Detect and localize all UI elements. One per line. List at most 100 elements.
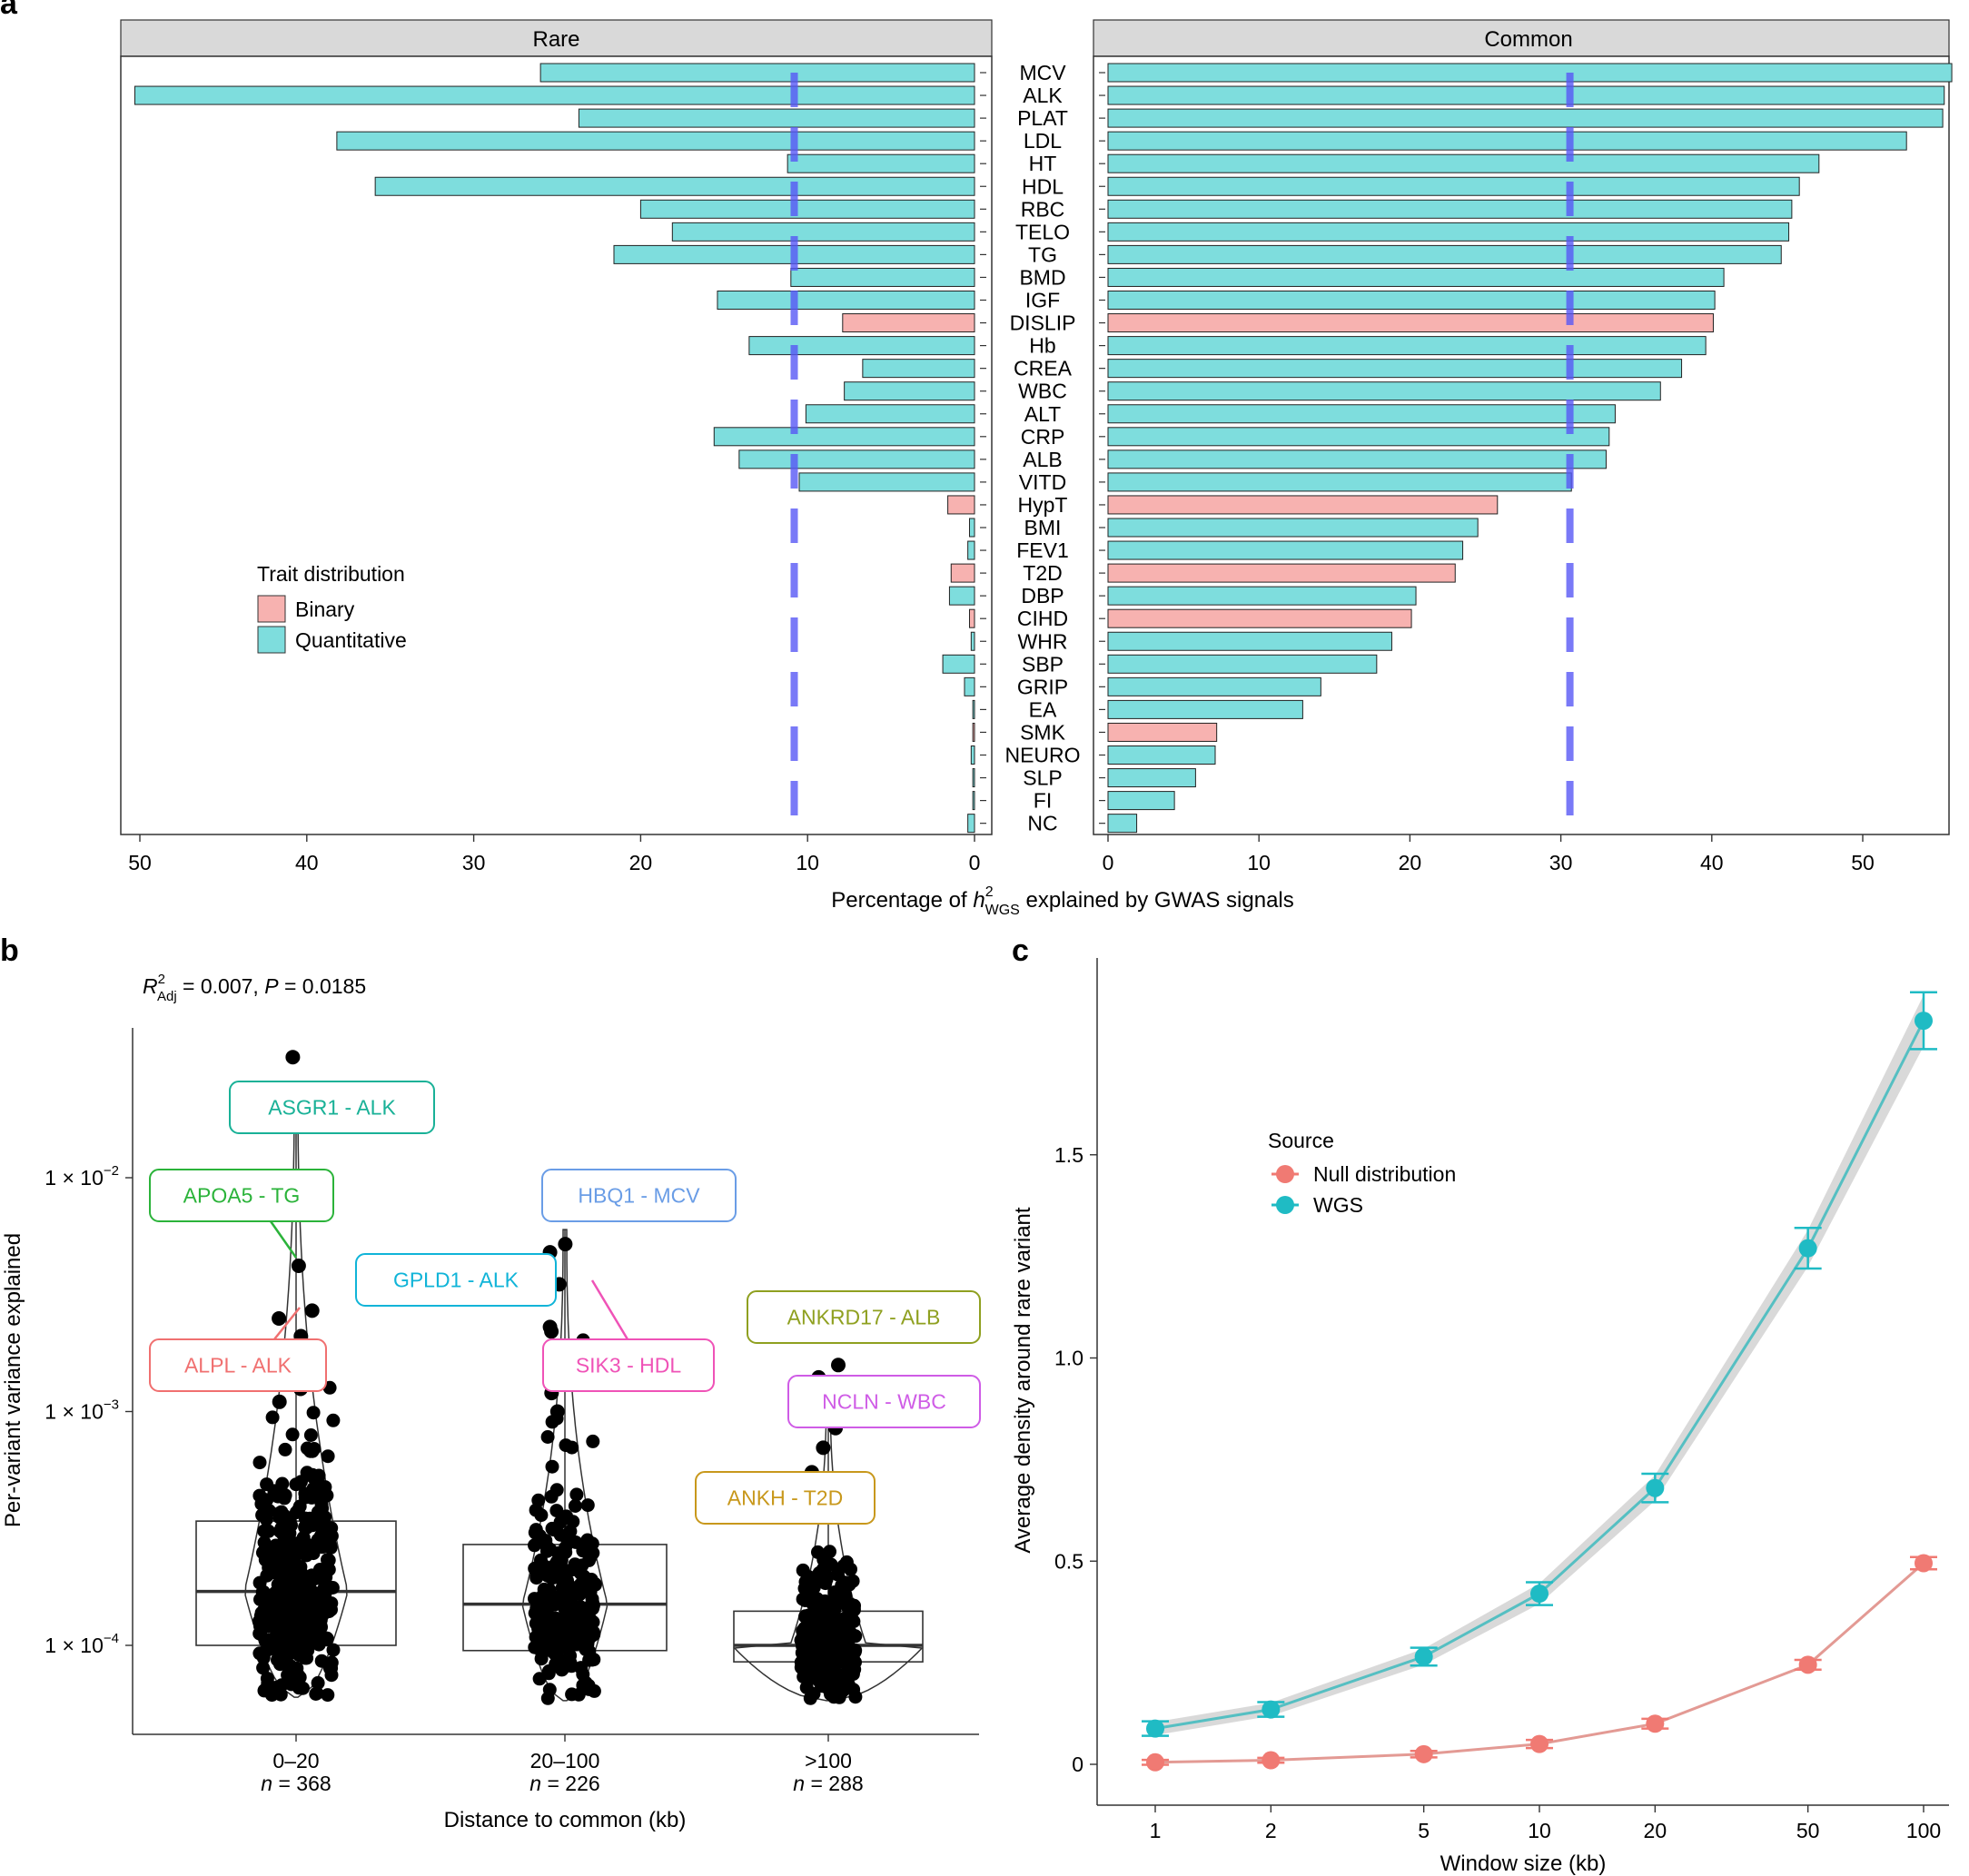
point-group-0-20 <box>312 1611 327 1625</box>
trait-label-alk: ALK <box>1023 84 1063 107</box>
point-group-0-20 <box>267 1561 282 1575</box>
point-group-0-20 <box>322 1597 336 1612</box>
bar-common-hypt <box>1107 495 1499 515</box>
trait-label-t2d: T2D <box>1023 561 1062 585</box>
point-group-0-20 <box>305 1444 320 1458</box>
bar-common-plat <box>1107 108 1944 128</box>
trait-label-igf: IGF <box>1025 289 1060 312</box>
trait-label-bmd: BMD <box>1019 265 1065 289</box>
point-group-20-100 <box>530 1566 545 1581</box>
trait-label-alb: ALB <box>1023 448 1062 471</box>
panel-letter-c: c <box>1012 933 1029 968</box>
label-apoa5-tg: APOA5 - TG <box>183 1184 301 1208</box>
outlier-group-0-20 <box>272 1311 287 1326</box>
n-value: = 368 <box>272 1772 331 1795</box>
bar-rare-slp <box>972 768 975 788</box>
bar-common-igf <box>1107 291 1716 310</box>
point-group-0-20 <box>292 1499 307 1514</box>
label-box-apoa5-tg <box>149 1169 334 1222</box>
point-group-0-20 <box>321 1449 335 1464</box>
point-group-0-20 <box>272 1614 286 1627</box>
bar-rare-wbc <box>844 381 975 401</box>
bar-rare-ea <box>972 699 975 719</box>
point-group-20-100 <box>585 1592 599 1606</box>
point-group-0-20 <box>256 1651 271 1665</box>
point-group-100 <box>839 1595 854 1609</box>
tick-label-rare: 40 <box>295 851 319 874</box>
label-box-alpl-alk <box>149 1338 327 1392</box>
point-group-100 <box>825 1634 839 1648</box>
label-ncln-wbc: NCLN - WBC <box>822 1390 946 1414</box>
bar-rare-alt <box>805 404 975 424</box>
point-group-100 <box>797 1594 812 1607</box>
x-tick-label: 100 <box>1906 1819 1941 1842</box>
tick-label-rare: 10 <box>796 851 819 874</box>
point-group-20-100 <box>586 1434 600 1448</box>
trait-label-vitd: VITD <box>1019 470 1066 494</box>
point-group-100 <box>810 1572 825 1586</box>
n-label-group-100: n = 288 <box>793 1772 863 1795</box>
panel-c-y-axis-title: Average density around rare variant <box>1011 1207 1035 1553</box>
bar-common-ldl <box>1107 131 1907 151</box>
panel-b-x-axis-title: Distance to common (kb) <box>444 1808 687 1832</box>
point-group-0-20 <box>273 1483 288 1497</box>
point-group-20-100 <box>542 1599 557 1614</box>
trait-label-dbp: DBP <box>1021 584 1064 607</box>
bar-rare-alk <box>134 85 975 105</box>
panel-c-axes <box>1096 958 1949 1806</box>
point-group-100 <box>836 1672 850 1686</box>
trait-label-crp: CRP <box>1021 425 1065 449</box>
bar-common-tg <box>1107 244 1782 264</box>
point-group-20-100 <box>531 1493 546 1507</box>
label-ankrd17-alb: ANKRD17 - ALB <box>787 1306 941 1329</box>
point-group-100 <box>831 1567 845 1582</box>
point-group-100 <box>801 1640 816 1654</box>
point-group-0-20 <box>257 1535 272 1550</box>
legend-key-binary <box>257 595 286 623</box>
tick-label-rare: 50 <box>128 851 152 874</box>
trait-label-hb: Hb <box>1029 334 1055 358</box>
outlier-group-0-20 <box>285 1050 301 1065</box>
trait-label-sbp: SBP <box>1022 652 1064 676</box>
legend-label-quantitative: Quantitative <box>295 628 407 652</box>
point-group-100 <box>839 1611 853 1625</box>
tick-label-common: 0 <box>1103 851 1114 874</box>
trait-label-hdl: HDL <box>1022 174 1064 198</box>
bar-common-crea <box>1107 359 1683 379</box>
point-group-20-100 <box>541 1666 556 1681</box>
label-hbq1-mcv: HBQ1 - MCV <box>578 1184 700 1208</box>
point-group-0-20 <box>276 1527 291 1542</box>
bar-rare-hypt <box>947 495 975 515</box>
point-group-100 <box>802 1608 816 1623</box>
outlier-group-0-20 <box>304 1303 320 1318</box>
bar-common-wbc <box>1107 381 1661 401</box>
label-box-gpld1-alk <box>355 1253 557 1307</box>
point-group-0-20 <box>262 1504 276 1518</box>
n-symbol: n <box>261 1772 272 1795</box>
x-tick-label-group-100: >100 <box>805 1749 852 1772</box>
point-group-100 <box>797 1581 812 1595</box>
point-group-0-20 <box>322 1661 337 1675</box>
bar-common-hdl <box>1107 176 1800 196</box>
trait-label-grip: GRIP <box>1017 675 1068 698</box>
bar-common-t2d <box>1107 563 1456 583</box>
panel-b-y-axis-title: Per-variant variance explained <box>1 1233 25 1527</box>
leader-line-sik3-hdl <box>590 1279 629 1340</box>
legend-marker-wgs <box>1276 1196 1294 1214</box>
label-alpl-alk: ALPL - ALK <box>184 1354 292 1377</box>
point-group-0-20 <box>298 1520 312 1535</box>
x-tick-label: 1 <box>1150 1819 1162 1842</box>
trait-label-slp: SLP <box>1023 766 1062 790</box>
tick-label-common: 10 <box>1247 851 1271 874</box>
facet-common: Common 0 10 20 30 40 50 <box>1093 19 1953 874</box>
point-group-0-20 <box>256 1661 271 1675</box>
n-value: = 226 <box>541 1772 600 1795</box>
point-group-0-20 <box>322 1553 336 1567</box>
bar-rare-ht <box>787 153 975 173</box>
label-box-sik3-hdl <box>542 1338 715 1392</box>
point-group-0-20 <box>266 1592 281 1606</box>
point-group-20-100 <box>540 1430 555 1444</box>
point-group-0-20 <box>275 1650 290 1664</box>
bar-common-vitd <box>1107 472 1572 492</box>
